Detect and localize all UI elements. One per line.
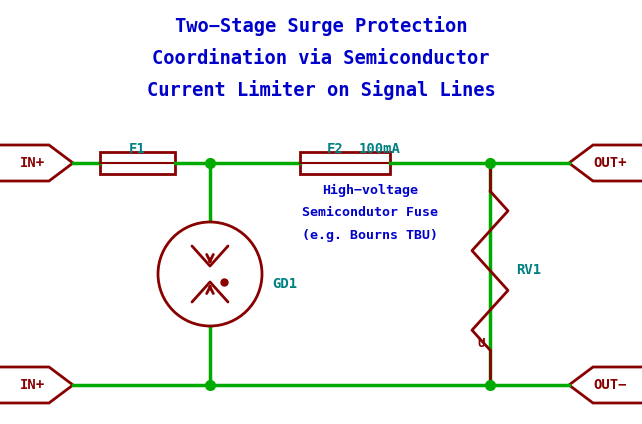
Polygon shape [569, 367, 642, 403]
Text: IN+: IN+ [19, 378, 44, 392]
Text: Current Limiter on Signal Lines: Current Limiter on Signal Lines [146, 80, 496, 100]
Text: Semicondutor Fuse: Semicondutor Fuse [302, 206, 438, 220]
Polygon shape [0, 367, 73, 403]
Text: OUT−: OUT− [593, 378, 627, 392]
Text: High−voltage: High−voltage [322, 184, 418, 197]
Text: U: U [478, 337, 485, 350]
Text: OUT+: OUT+ [593, 156, 627, 170]
Text: (e.g. Bourns TBU): (e.g. Bourns TBU) [302, 229, 438, 243]
Polygon shape [569, 145, 642, 181]
Text: 100mA: 100mA [359, 142, 401, 156]
Text: F1: F1 [129, 142, 146, 156]
Text: F2: F2 [327, 142, 343, 156]
Polygon shape [0, 145, 73, 181]
Bar [100, 152, 175, 174]
Text: Coordination via Semiconductor: Coordination via Semiconductor [152, 48, 490, 67]
Text: Two−Stage Surge Protection: Two−Stage Surge Protection [175, 16, 467, 36]
Text: IN+: IN+ [19, 156, 44, 170]
Circle shape [158, 222, 262, 326]
Bar [300, 152, 390, 174]
Text: RV1: RV1 [516, 263, 541, 277]
Text: GD1: GD1 [272, 277, 297, 291]
